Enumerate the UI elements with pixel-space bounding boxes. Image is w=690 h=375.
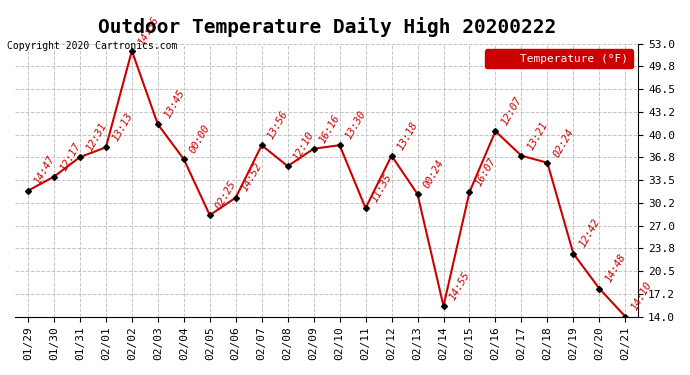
Title: Outdoor Temperature Daily High 20200222: Outdoor Temperature Daily High 20200222 bbox=[97, 17, 555, 37]
Text: 14:52: 14:52 bbox=[240, 161, 264, 194]
Text: 13:30: 13:30 bbox=[344, 109, 368, 141]
Legend: Temperature (°F): Temperature (°F) bbox=[484, 50, 633, 68]
Text: 02:24: 02:24 bbox=[551, 126, 576, 159]
Text: 12:17: 12:17 bbox=[58, 141, 82, 172]
Text: 12:42: 12:42 bbox=[578, 217, 602, 249]
Text: 13:13: 13:13 bbox=[110, 111, 135, 143]
Text: 13:21: 13:21 bbox=[526, 120, 550, 152]
Text: 14:10: 14:10 bbox=[629, 280, 653, 312]
Text: 11:35: 11:35 bbox=[370, 172, 394, 204]
Text: Copyright 2020 Cartronics.com: Copyright 2020 Cartronics.com bbox=[7, 41, 177, 51]
Text: 00:00: 00:00 bbox=[188, 123, 213, 155]
Text: 13:45: 13:45 bbox=[162, 88, 186, 120]
Text: 00:24: 00:24 bbox=[422, 158, 446, 190]
Text: 12:10: 12:10 bbox=[292, 130, 316, 162]
Text: 14:47: 14:47 bbox=[32, 154, 57, 186]
Text: 13:56: 13:56 bbox=[266, 109, 290, 141]
Text: 14:36: 14:36 bbox=[136, 15, 160, 46]
Text: 12:31: 12:31 bbox=[84, 121, 108, 153]
Text: 02:25: 02:25 bbox=[214, 179, 238, 211]
Text: 14:55: 14:55 bbox=[448, 270, 472, 302]
Text: 14:48: 14:48 bbox=[604, 252, 628, 284]
Text: 16:16: 16:16 bbox=[318, 112, 342, 144]
Text: 13:18: 13:18 bbox=[396, 120, 420, 152]
Text: 12:07: 12:07 bbox=[500, 95, 524, 127]
Text: 16:07: 16:07 bbox=[473, 156, 498, 188]
